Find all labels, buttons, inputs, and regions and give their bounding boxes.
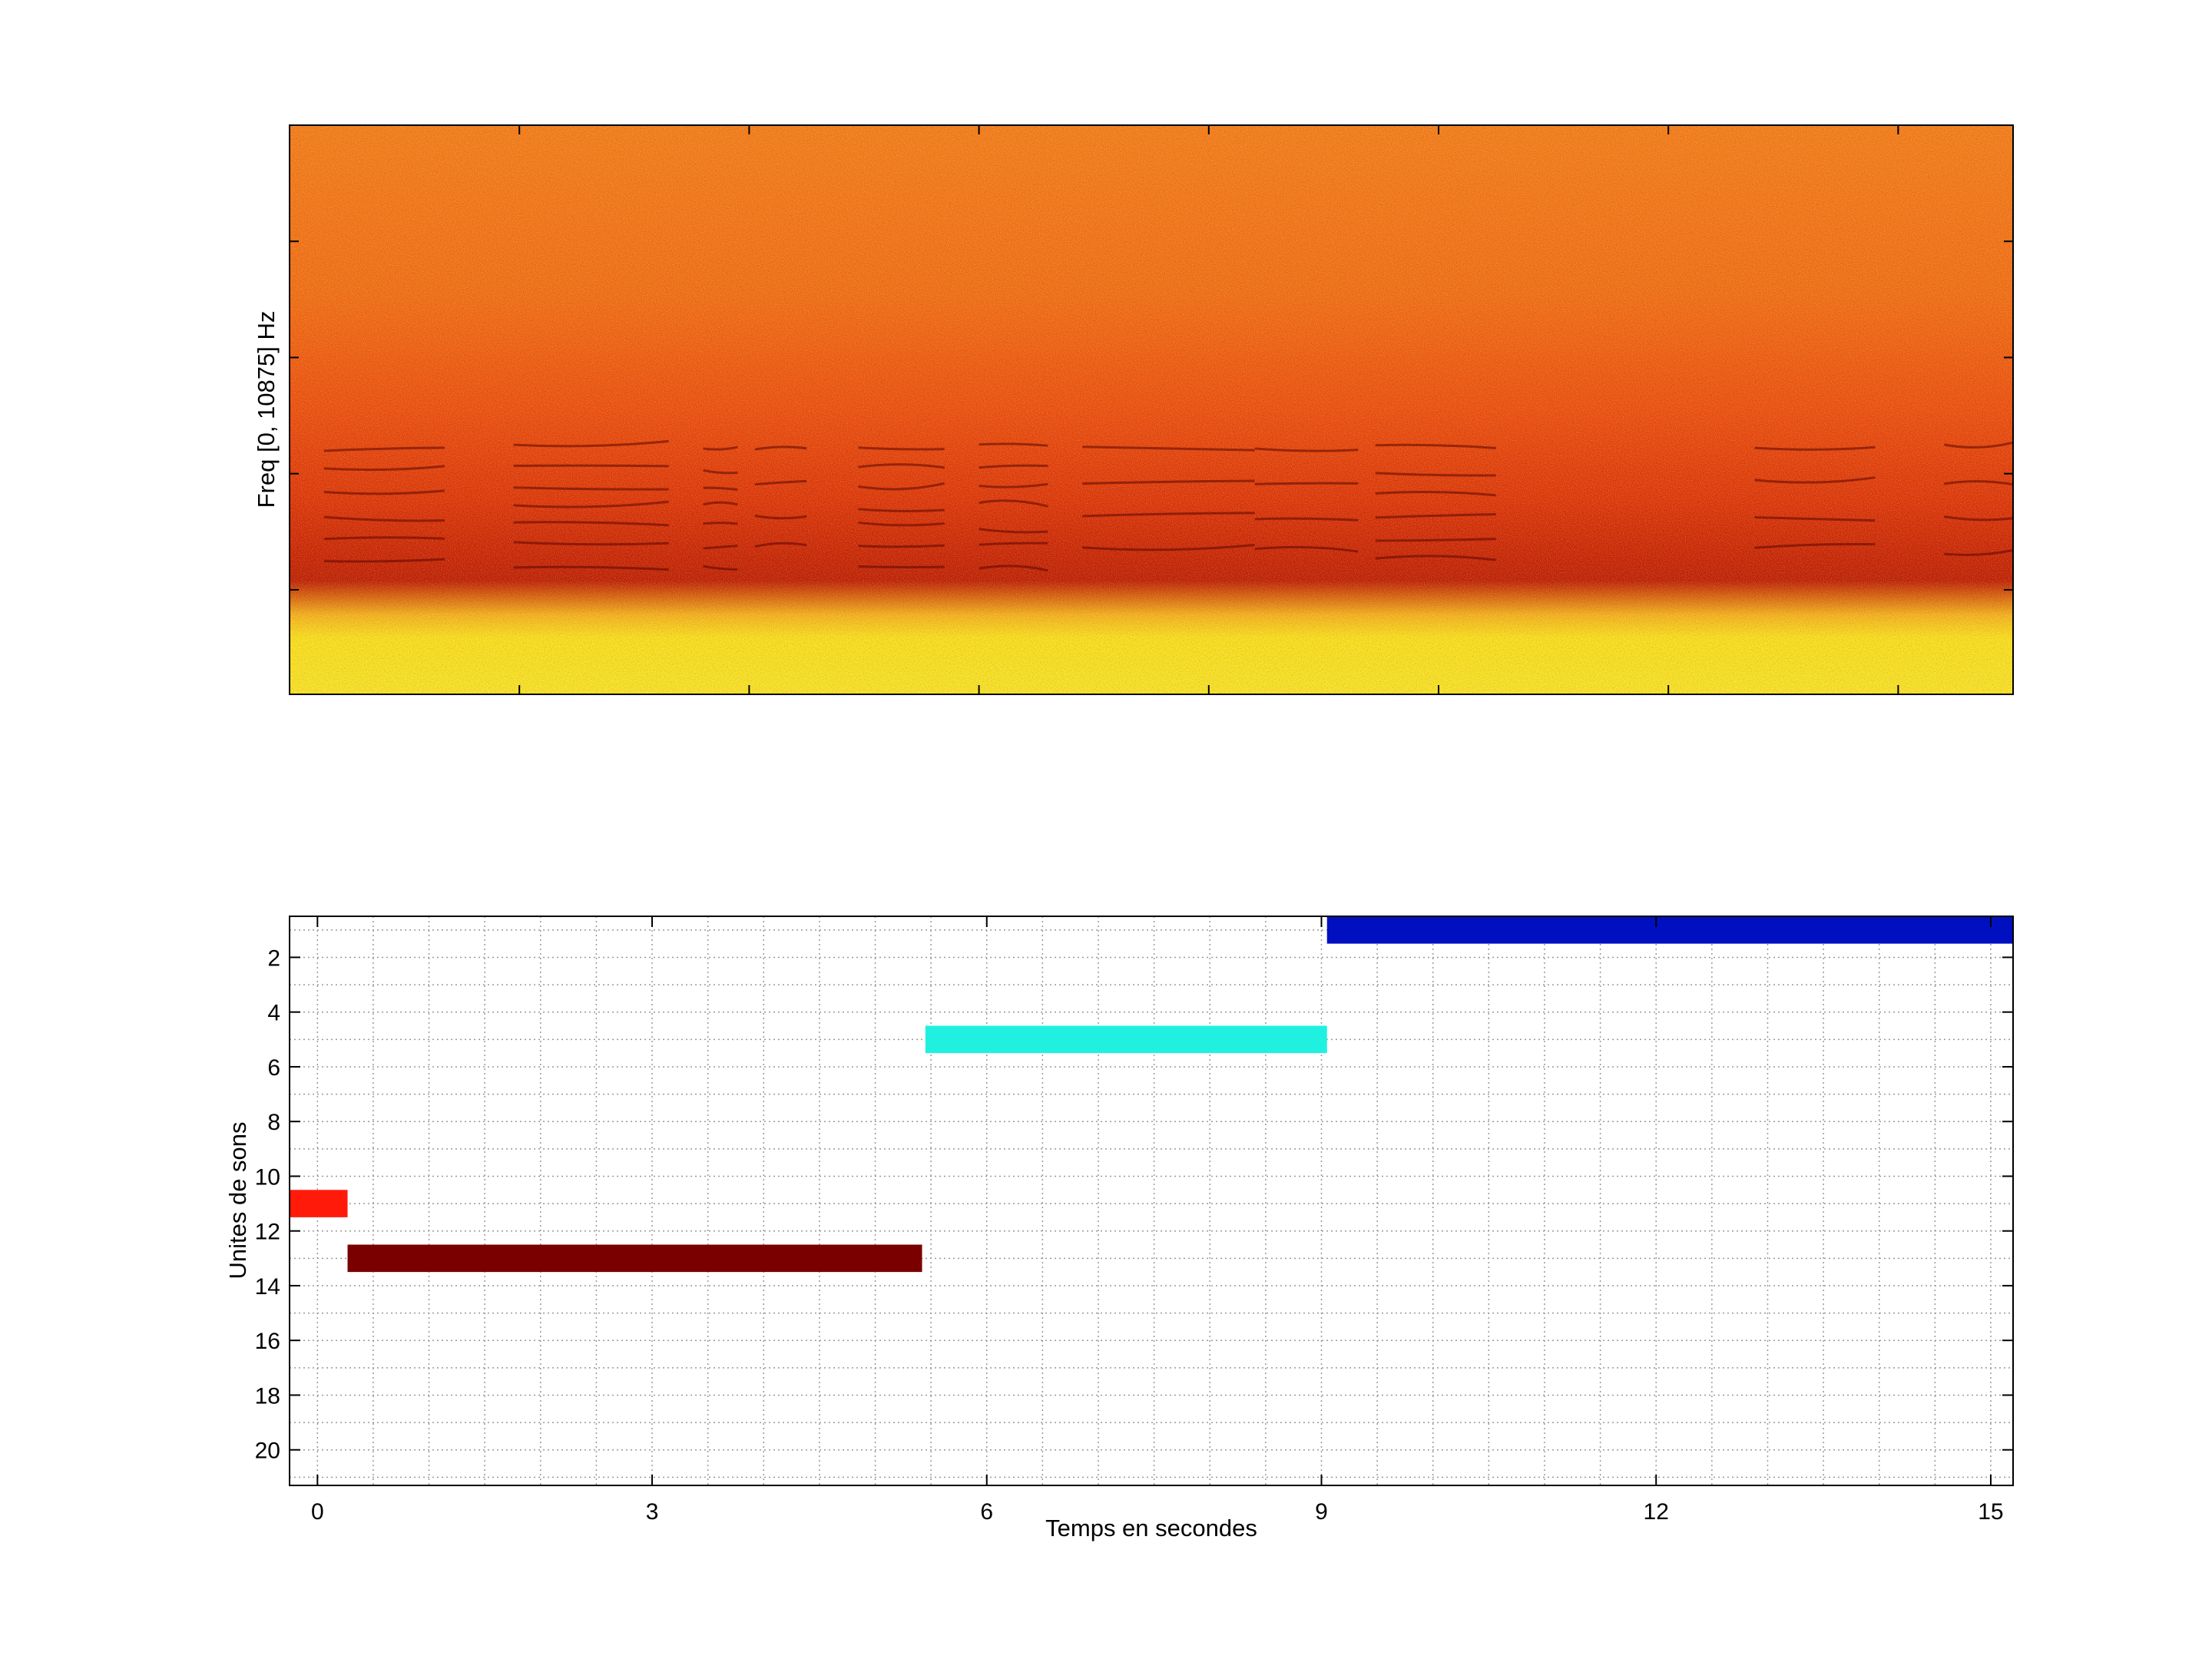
y-tick-label: 8 — [267, 1110, 280, 1135]
harmonic-streak — [323, 558, 445, 563]
harmonic-streak — [979, 442, 1048, 447]
harmonic-streak — [979, 565, 1048, 572]
harmonic-streak — [1254, 482, 1359, 485]
units-frame — [289, 916, 2014, 1486]
x-tick-label: 6 — [980, 1499, 993, 1525]
harmonic-streak — [1082, 544, 1255, 551]
harmonic-streak — [513, 565, 669, 571]
harmonic-streak — [703, 565, 738, 571]
harmonic-streak — [703, 545, 738, 550]
harmonic-streak — [703, 469, 738, 475]
units-segments — [290, 916, 2013, 1273]
y-tick-label: 16 — [255, 1329, 280, 1354]
harmonic-streak — [1082, 479, 1255, 485]
harmonic-streak — [513, 521, 669, 527]
harmonic-streak — [1082, 445, 1255, 452]
harmonic-streak — [979, 499, 1048, 508]
harmonic-streak — [1375, 490, 1496, 497]
harmonic-streak — [323, 465, 445, 472]
harmonic-streak — [323, 536, 445, 541]
harmonic-streak — [703, 445, 738, 451]
harmonic-streak — [513, 541, 669, 546]
harmonic-streak — [1944, 548, 2014, 556]
harmonic-streak — [754, 445, 807, 451]
harmonic-streak — [323, 515, 445, 522]
unit-segment-5 — [925, 1025, 1327, 1054]
spectrogram-panel: Freq [0, 10875] Hz — [253, 124, 2014, 695]
spectrogram-ticks — [290, 125, 2013, 694]
y-tick-label: 10 — [255, 1164, 280, 1190]
harmonic-streak — [513, 464, 669, 468]
harmonic-streak — [703, 501, 738, 506]
units-ylabel: Unites de sons — [224, 1121, 251, 1279]
harmonic-streak — [754, 515, 807, 520]
harmonic-streak — [1375, 555, 1496, 561]
harmonic-streak — [513, 500, 669, 508]
harmonic-streak — [858, 463, 945, 469]
harmonic-streak — [1754, 542, 1876, 549]
units-y-ticks: 2 4 6 8 10 12 14 16 18 20 — [255, 945, 2013, 1464]
spectrogram-dark-grain — [290, 125, 2013, 694]
harmonic-streak — [1375, 472, 1496, 477]
units-axes-background — [290, 916, 2013, 1485]
units-grid — [290, 916, 2013, 1485]
y-tick-label: 18 — [255, 1383, 280, 1409]
harmonic-streak — [858, 544, 945, 548]
units-panel: 0 3 6 9 12 15 2 4 6 8 10 12 14 16 18 20 Temps en secon… — [224, 916, 2014, 1541]
harmonic-streak — [703, 486, 738, 492]
harmonic-streak — [1375, 443, 1496, 450]
x-tick-label: 15 — [1978, 1499, 2003, 1525]
harmonic-streak — [754, 479, 807, 486]
harmonic-streak — [1254, 517, 1359, 522]
harmonic-streak — [858, 482, 945, 491]
harmonic-streak — [1754, 476, 1876, 484]
spectrogram-frame — [289, 124, 2014, 695]
y-tick-label: 2 — [267, 945, 280, 971]
harmonic-streak — [1754, 516, 1876, 522]
harmonic-streak — [1254, 545, 1359, 553]
unit-segment-11 — [290, 1190, 348, 1217]
unit-segment-13 — [347, 1244, 922, 1273]
x-tick-label: 12 — [1644, 1499, 1669, 1525]
x-tick-label: 0 — [311, 1499, 324, 1525]
x-tick-label: 3 — [646, 1499, 659, 1525]
y-tick-label: 20 — [255, 1439, 280, 1464]
y-tick-label: 6 — [267, 1055, 280, 1081]
harmonic-streak — [979, 482, 1048, 488]
harmonic-streak — [858, 565, 945, 568]
harmonic-streak — [703, 522, 738, 525]
harmonic-streak — [858, 521, 945, 527]
harmonic-streak — [323, 489, 445, 495]
harmonic-streak — [1944, 515, 2014, 522]
harmonic-streak — [1943, 441, 2014, 449]
spectrogram-ylabel: Freq [0, 10875] Hz — [253, 311, 280, 508]
harmonic-streak — [858, 508, 945, 513]
harmonic-streak — [1754, 445, 1876, 451]
spectrogram-harmonics — [323, 440, 2014, 572]
harmonic-streak — [979, 528, 1048, 534]
harmonic-streak — [1254, 447, 1359, 452]
unit-segment-1 — [1326, 916, 2013, 944]
y-tick-label: 12 — [255, 1220, 280, 1245]
harmonic-streak — [858, 446, 945, 451]
harmonic-streak — [323, 446, 445, 452]
y-tick-label: 14 — [255, 1274, 280, 1300]
x-tick-label: 9 — [1315, 1499, 1328, 1525]
units-x-ticks: 0 3 6 9 12 15 — [311, 916, 2004, 1525]
harmonic-streak — [1944, 480, 2014, 486]
harmonic-streak — [513, 440, 669, 448]
harmonic-streak — [513, 486, 669, 491]
harmonic-streak — [754, 541, 807, 548]
harmonic-streak — [1375, 513, 1496, 519]
harmonic-streak — [979, 541, 1048, 546]
harmonic-streak — [979, 464, 1048, 469]
y-tick-label: 4 — [267, 1001, 280, 1026]
harmonic-streak — [1082, 512, 1255, 518]
units-xlabel: Temps en secondes — [1045, 1515, 1257, 1541]
harmonic-streak — [1375, 538, 1496, 542]
